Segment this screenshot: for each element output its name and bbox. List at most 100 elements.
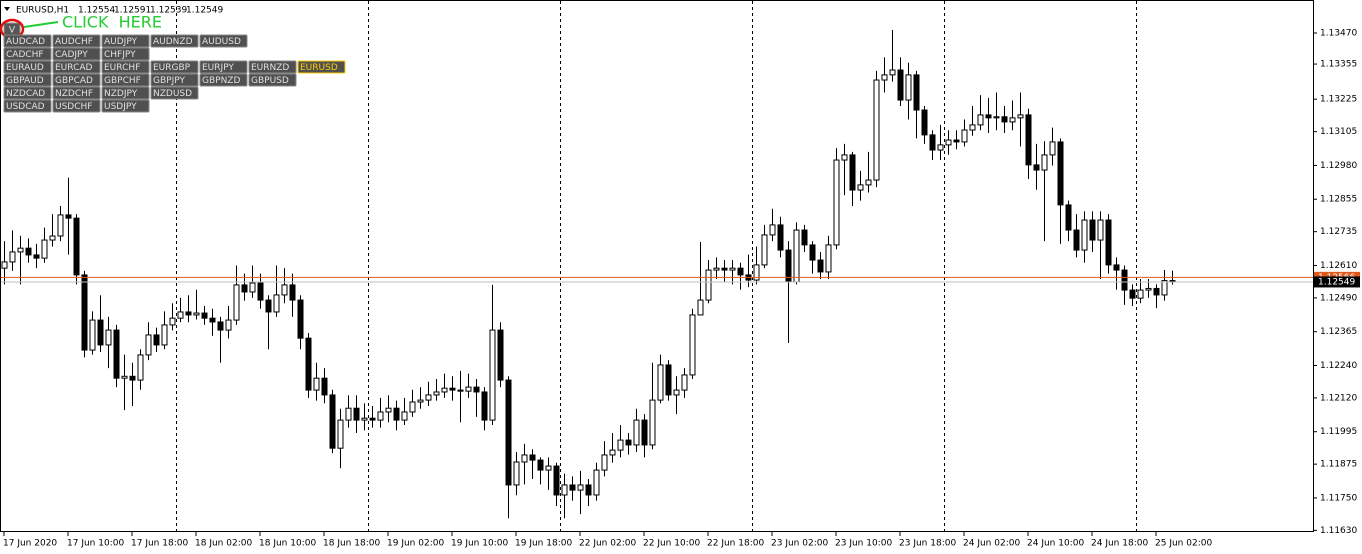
candle-body — [1121, 269, 1128, 291]
symbol-button-box[interactable] — [52, 34, 101, 48]
symbol-button[interactable]: NZDCAD — [3, 86, 52, 100]
symbol-button[interactable]: GBPJPY — [150, 73, 199, 87]
symbol-button[interactable]: EURCHF — [101, 60, 150, 74]
symbol-button[interactable]: AUDUSD — [199, 34, 248, 48]
toggle-label[interactable]: V — [9, 26, 16, 36]
symbol-button[interactable]: EURJPY — [199, 60, 248, 74]
symbol-button[interactable]: GBPUSD — [248, 73, 297, 87]
symbol-button-label[interactable]: EURUSD — [300, 63, 338, 73]
symbol-button[interactable]: AUDNZD — [150, 34, 199, 48]
symbol-button[interactable]: CHFJPY — [101, 47, 150, 61]
symbol-button-box[interactable] — [199, 73, 248, 87]
symbol-button-label[interactable]: NZDUSD — [153, 89, 192, 99]
symbol-button-label[interactable]: GBPCAD — [55, 76, 93, 86]
symbol-button-box[interactable] — [199, 34, 248, 48]
symbol-button-box[interactable] — [52, 99, 101, 113]
symbol-button-box[interactable] — [3, 73, 52, 87]
symbol-button-box[interactable] — [101, 99, 150, 113]
symbol-button[interactable]: USDCAD — [3, 99, 52, 113]
symbol-button-box[interactable] — [101, 47, 150, 61]
symbol-button-label[interactable]: USDJPY — [104, 102, 137, 112]
symbol-button-box[interactable] — [297, 60, 346, 74]
candle-body — [529, 454, 536, 461]
candle-body — [169, 317, 176, 326]
symbol-button-label[interactable]: EURCHF — [104, 63, 140, 73]
symbol-button-label[interactable]: GBPJPY — [153, 76, 185, 86]
symbol-button-label[interactable]: EURGBP — [153, 63, 191, 73]
symbol-button-label[interactable]: AUDUSD — [202, 37, 241, 47]
symbol-button[interactable]: NZDUSD — [150, 86, 199, 100]
symbol-button-box[interactable] — [199, 60, 248, 74]
symbol-button[interactable]: CADJPY — [52, 47, 101, 61]
symbol-button-box[interactable] — [3, 34, 52, 48]
symbol-button[interactable]: EURUSD — [297, 60, 346, 74]
symbol-button-label[interactable]: AUDCAD — [6, 37, 45, 47]
symbol-button[interactable]: USDCHF — [52, 99, 101, 113]
symbol-button[interactable]: AUDJPY — [101, 34, 150, 48]
symbol-button[interactable]: EURAUD — [3, 60, 52, 74]
symbol-button-label[interactable]: EURCAD — [55, 63, 93, 73]
symbol-button-box[interactable] — [52, 47, 101, 61]
symbol-button[interactable]: NZDJPY — [101, 86, 150, 100]
symbol-button-box[interactable] — [52, 60, 101, 74]
symbol-button[interactable]: CADCHF — [3, 47, 52, 61]
symbol-button-label[interactable]: NZDCHF — [55, 89, 93, 99]
symbol-button[interactable]: NZDCHF — [52, 86, 101, 100]
symbol-button[interactable]: GBPCHF — [101, 73, 150, 87]
symbol-button-label[interactable]: USDCAD — [6, 102, 45, 112]
candle-body — [193, 312, 200, 316]
symbol-button-box[interactable] — [101, 60, 150, 74]
candle-body — [481, 391, 488, 421]
symbol-button-label[interactable]: CADCHF — [6, 50, 44, 60]
symbol-button-label[interactable]: AUDJPY — [104, 37, 138, 47]
symbol-button-label[interactable]: GBPCHF — [104, 76, 141, 86]
symbol-button-label[interactable]: EURAUD — [6, 63, 44, 73]
symbol-button-label[interactable]: USDCHF — [55, 102, 92, 112]
symbol-button-box[interactable] — [101, 73, 150, 87]
symbol-button-label[interactable]: GBPNZD — [202, 76, 240, 86]
candle-body — [865, 179, 872, 186]
symbol-button[interactable]: EURNZD — [248, 60, 297, 74]
symbol-button-box[interactable] — [101, 86, 150, 100]
symbol-button-box[interactable] — [248, 73, 297, 87]
candle-body — [401, 411, 408, 421]
symbol-button-box[interactable] — [150, 34, 199, 48]
symbol-button[interactable]: EURCAD — [52, 60, 101, 74]
symbol-button-box[interactable] — [150, 73, 199, 87]
symbol-button-box[interactable] — [3, 47, 52, 61]
symbol-button-label[interactable]: GBPUSD — [251, 76, 289, 86]
symbol-button-box[interactable] — [101, 34, 150, 48]
candle-body — [121, 375, 128, 379]
symbol-button-label[interactable]: NZDCAD — [6, 89, 45, 99]
symbol-button-box[interactable] — [3, 99, 52, 113]
symbol-button[interactable]: GBPAUD — [3, 73, 52, 87]
candle-body — [569, 484, 576, 491]
symbol-button[interactable]: GBPCAD — [52, 73, 101, 87]
y-tick-label: 1.11875 — [1320, 460, 1357, 470]
candle-body — [633, 419, 640, 446]
symbol-button-label[interactable]: CHFJPY — [104, 50, 136, 60]
symbol-button-label[interactable]: EURNZD — [251, 63, 289, 73]
symbol-button-label[interactable]: CADJPY — [55, 50, 88, 60]
symbol-button[interactable]: AUDCHF — [52, 34, 101, 48]
candle-body — [1105, 219, 1112, 266]
symbol-button-box[interactable] — [150, 86, 199, 100]
symbol-button-box[interactable] — [3, 86, 52, 100]
symbol-button-label[interactable]: AUDCHF — [55, 37, 93, 47]
symbol-button[interactable]: GBPNZD — [199, 73, 248, 87]
symbol-button-label[interactable]: EURJPY — [202, 63, 234, 73]
symbol-button[interactable]: AUDCAD — [3, 34, 52, 48]
symbol-button-label[interactable]: NZDJPY — [104, 89, 138, 99]
symbol-button-label[interactable]: AUDNZD — [153, 37, 193, 47]
symbol-button-box[interactable] — [52, 73, 101, 87]
symbol-button-box[interactable] — [150, 60, 199, 74]
candle-body — [321, 377, 328, 396]
symbol-button-label[interactable]: GBPAUD — [6, 76, 44, 86]
candle-body — [185, 311, 192, 316]
symbol-button-box[interactable] — [52, 86, 101, 100]
candle-body — [681, 374, 688, 391]
symbol-button-box[interactable] — [248, 60, 297, 74]
symbol-button[interactable]: USDJPY — [101, 99, 150, 113]
symbol-button-box[interactable] — [3, 60, 52, 74]
symbol-button[interactable]: EURGBP — [150, 60, 199, 74]
